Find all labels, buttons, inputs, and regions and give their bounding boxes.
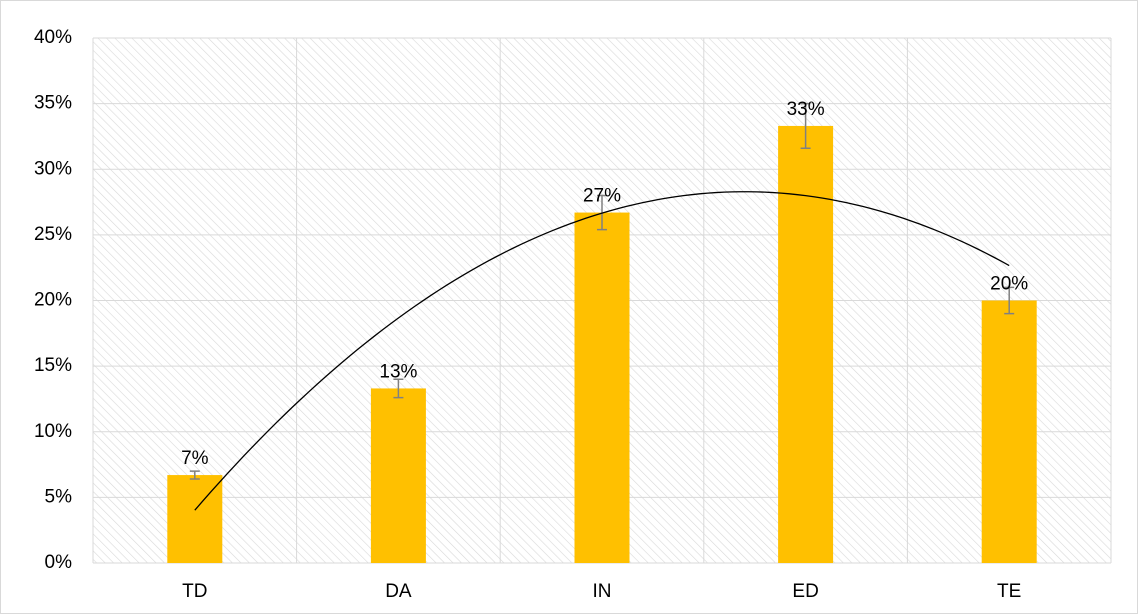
x-tick-label: TD (182, 581, 207, 602)
x-tick-label: ED (792, 581, 818, 602)
trendline (194, 191, 1010, 511)
x-tick-label: IN (593, 581, 612, 602)
y-tick-label: 25% (34, 224, 72, 245)
data-label: 27% (583, 186, 621, 207)
x-tick-label: TE (997, 581, 1021, 602)
bar (778, 125, 834, 563)
y-tick-label: 5% (45, 486, 73, 507)
y-tick-label: 30% (34, 158, 72, 179)
data-label: 7% (181, 448, 209, 469)
data-label: 13% (379, 361, 417, 382)
y-tick-label: 0% (45, 552, 73, 573)
error-bar (800, 102, 811, 149)
y-tick-label: 35% (34, 93, 72, 114)
bar (370, 388, 426, 563)
y-tick-label: 40% (34, 27, 72, 48)
y-tick-label: 10% (34, 421, 72, 442)
x-tick-label: DA (385, 581, 412, 602)
error-bar (189, 470, 200, 480)
error-bar (393, 378, 404, 399)
error-bar (1004, 286, 1015, 315)
bar (574, 212, 630, 563)
y-tick-label: 15% (34, 355, 72, 376)
data-label: 20% (990, 274, 1028, 295)
data-label: 33% (787, 99, 825, 120)
bar (981, 300, 1037, 563)
y-tick-label: 20% (34, 290, 72, 311)
